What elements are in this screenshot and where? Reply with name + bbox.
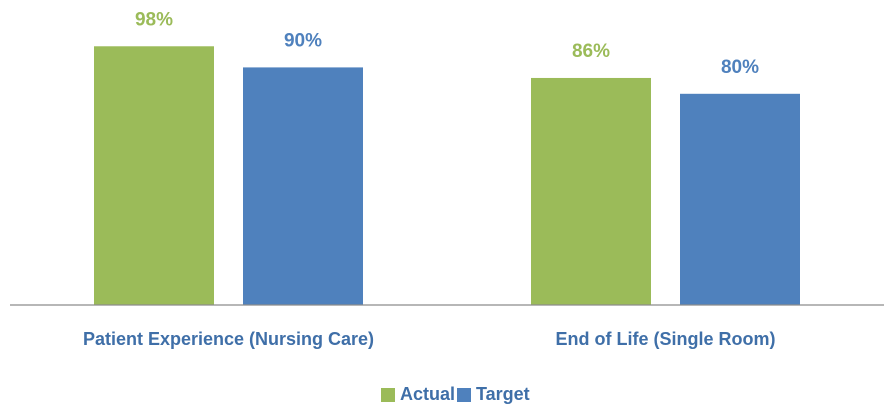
value-label: 80%	[721, 57, 759, 78]
legend-label: Target	[476, 384, 530, 404]
value-label: 98%	[135, 9, 173, 30]
legend-swatch	[381, 388, 395, 402]
bar	[531, 77, 651, 306]
bar	[680, 93, 800, 305]
value-label: 86%	[572, 41, 610, 62]
legend-label: Actual	[400, 384, 455, 404]
x-tick-label: Patient Experience (Nursing Care)	[83, 329, 374, 349]
bar	[94, 46, 214, 305]
bar	[243, 67, 363, 306]
value-label: 90%	[284, 30, 322, 51]
legend-swatch	[457, 388, 471, 402]
x-tick-label: End of Life (Single Room)	[556, 329, 776, 349]
